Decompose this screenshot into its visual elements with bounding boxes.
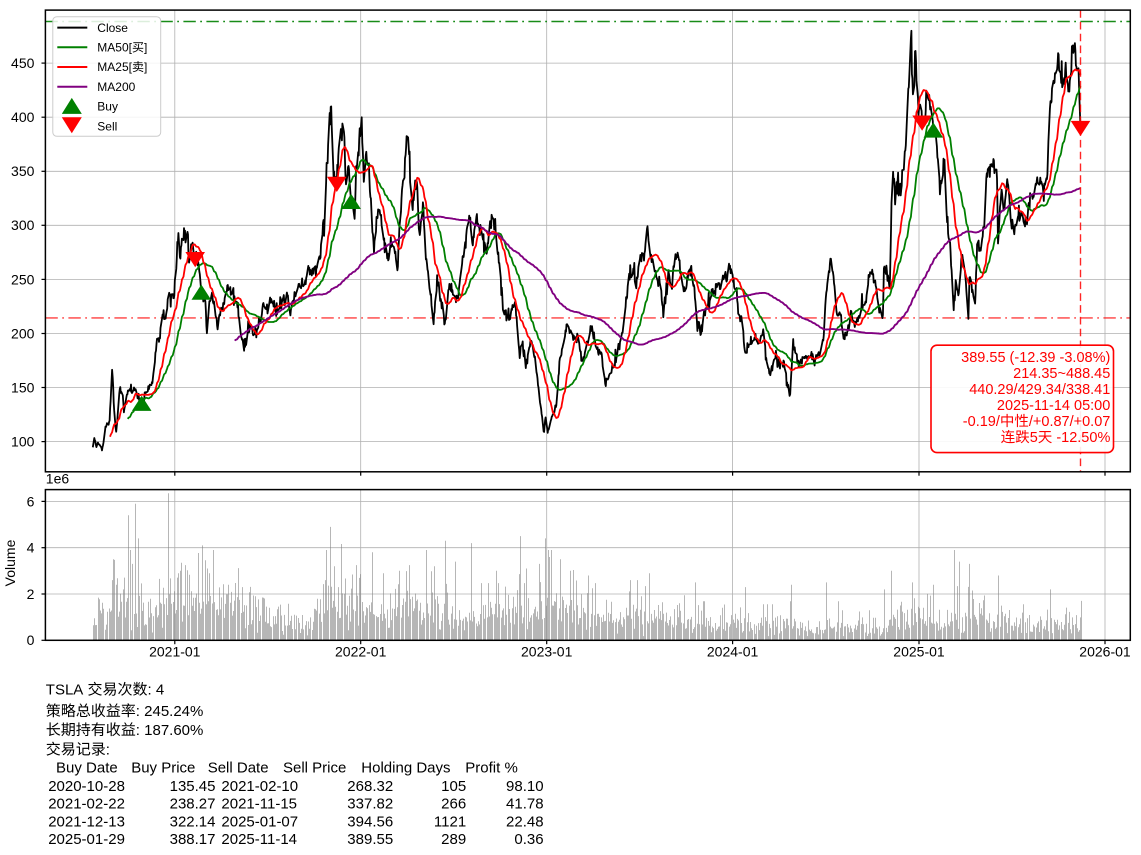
svg-text:]: ]	[144, 41, 147, 55]
svg-text:394.56: 394.56	[347, 813, 393, 830]
svg-text:Sell: Sell	[97, 119, 117, 133]
svg-text:1121: 1121	[434, 813, 466, 830]
svg-text:Buy Price: Buy Price	[131, 760, 195, 777]
svg-text:: 187.60%: : 187.60%	[136, 722, 204, 739]
svg-text:4: 4	[27, 540, 35, 556]
svg-text:2: 2	[27, 586, 35, 602]
svg-text:MA25[: MA25[	[97, 60, 132, 74]
svg-text:389.55 (-12.39 -3.08%): 389.55 (-12.39 -3.08%)	[961, 350, 1110, 366]
svg-text:388.17: 388.17	[170, 831, 216, 848]
svg-text:: 245.24%: : 245.24%	[136, 703, 204, 720]
svg-text:135.45: 135.45	[170, 778, 216, 795]
svg-text:238.27: 238.27	[170, 796, 216, 813]
svg-text:2025-01-07: 2025-01-07	[221, 813, 298, 830]
svg-text:2021-02-22: 2021-02-22	[48, 796, 125, 813]
svg-text:350: 350	[11, 163, 35, 179]
svg-text:400: 400	[11, 109, 35, 125]
svg-text:2025-11-14: 2025-11-14	[221, 831, 297, 848]
svg-text:Buy Date: Buy Date	[56, 760, 118, 777]
svg-text:200: 200	[11, 325, 35, 341]
svg-text:Sell Date: Sell Date	[208, 760, 269, 777]
svg-text:-12.50%: -12.50%	[1052, 430, 1110, 446]
svg-text:2022-01: 2022-01	[335, 644, 387, 660]
svg-text:2020-10-28: 2020-10-28	[48, 778, 125, 795]
svg-text:2025-01: 2025-01	[893, 644, 945, 660]
svg-text:2021-12-13: 2021-12-13	[48, 813, 125, 830]
svg-text:268.32: 268.32	[347, 778, 393, 795]
svg-text:2021-02-10: 2021-02-10	[221, 778, 298, 795]
svg-text:]: ]	[144, 60, 147, 74]
svg-text:: 4: : 4	[148, 682, 165, 699]
svg-text:300: 300	[11, 217, 35, 233]
svg-text:2025-11-14 05:00: 2025-11-14 05:00	[997, 398, 1110, 414]
svg-text:337.82: 337.82	[347, 796, 393, 813]
svg-text:22.48: 22.48	[506, 813, 544, 830]
svg-text:105: 105	[441, 778, 466, 795]
svg-text:440.29/429.34/338.41: 440.29/429.34/338.41	[969, 382, 1110, 398]
svg-text:Volume: Volume	[2, 539, 18, 586]
svg-text:5: 5	[1030, 430, 1038, 446]
svg-text:6: 6	[27, 493, 35, 509]
svg-text:2024-01: 2024-01	[707, 644, 759, 660]
svg-text:MA50[: MA50[	[97, 41, 132, 55]
svg-text:2026-01: 2026-01	[1079, 644, 1131, 660]
svg-text:389.55: 389.55	[347, 831, 393, 848]
svg-text:/+0.87/+0.07: /+0.87/+0.07	[1029, 414, 1110, 430]
svg-text:Buy: Buy	[97, 100, 118, 114]
svg-text:Close: Close	[97, 21, 128, 35]
svg-text:2023-01: 2023-01	[521, 644, 573, 660]
svg-text:Profit %: Profit %	[465, 760, 518, 777]
svg-text:0: 0	[27, 632, 35, 648]
svg-text:98.10: 98.10	[506, 778, 544, 795]
svg-text:0.36: 0.36	[514, 831, 543, 848]
svg-text:2021-01: 2021-01	[149, 644, 201, 660]
svg-text:250: 250	[11, 271, 35, 287]
svg-text:450: 450	[11, 55, 35, 71]
svg-text::: :	[106, 741, 110, 758]
svg-text:289: 289	[441, 831, 466, 848]
svg-text:2025-01-29: 2025-01-29	[48, 831, 125, 848]
svg-text:100: 100	[11, 434, 35, 450]
svg-text:Sell Price: Sell Price	[283, 760, 346, 777]
svg-text:TSLA: TSLA	[46, 682, 84, 699]
svg-text:41.78: 41.78	[506, 796, 544, 813]
svg-text:MA200: MA200	[97, 80, 135, 94]
svg-text:1e6: 1e6	[46, 471, 70, 487]
svg-text:214.35~488.45: 214.35~488.45	[1013, 366, 1110, 382]
svg-text:150: 150	[11, 379, 35, 395]
svg-text:-0.19/: -0.19/	[963, 414, 1001, 430]
svg-text:2021-11-15: 2021-11-15	[221, 796, 297, 813]
svg-text:266: 266	[441, 796, 466, 813]
svg-text:322.14: 322.14	[170, 813, 216, 830]
svg-text:Holding Days: Holding Days	[361, 760, 450, 777]
